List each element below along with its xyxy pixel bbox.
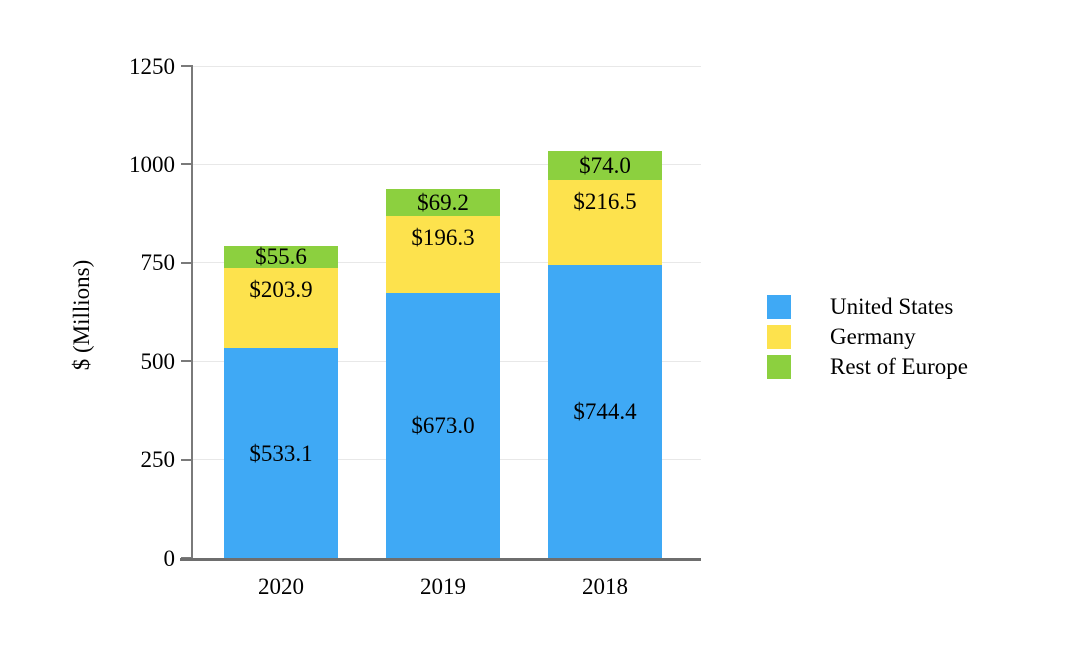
bar-segment-label: $744.4: [573, 398, 637, 424]
legend-label: Germany: [830, 324, 916, 349]
y-tick-mark: [181, 65, 193, 67]
legend-item: Rest of Europe: [767, 355, 968, 379]
bar-segment-label: $55.6: [255, 244, 307, 270]
legend-color-swatch: [767, 295, 791, 319]
bar-segment: $533.1: [224, 348, 338, 558]
y-axis-line: [191, 66, 193, 558]
legend-label: Rest of Europe: [830, 354, 968, 379]
legend-label: United States: [830, 294, 954, 319]
bar-segment: $55.6: [224, 244, 338, 270]
y-tick-mark: [181, 163, 193, 166]
legend-item: Germany: [767, 325, 968, 349]
bar-segment: $74.0: [548, 150, 662, 180]
bar-segment-label: $69.2: [417, 189, 469, 215]
legend: United States Germany Rest of Europe: [767, 295, 968, 379]
legend-color-swatch: [767, 325, 791, 349]
y-tick-mark: [181, 261, 193, 264]
bar-segment-label: $203.9: [249, 276, 313, 302]
y-tick-label: 250: [140, 447, 176, 473]
gridline: [193, 163, 701, 165]
bar-segment: $744.4: [548, 265, 662, 558]
bar-segment-label: $74.0: [579, 152, 631, 178]
y-tick-label: 500: [140, 348, 176, 374]
y-tick-mark: [181, 360, 193, 363]
x-axis-line: [180, 558, 701, 561]
bar-segment: $216.5: [548, 179, 662, 265]
bar-segment: $673.0: [386, 293, 500, 558]
bar-segment-label: $673.0: [411, 413, 475, 439]
bar-segment: $196.3: [386, 215, 500, 294]
gridline: [193, 65, 701, 67]
bar-segment-label: $196.3: [411, 224, 475, 250]
legend-item: United States: [767, 295, 968, 319]
y-tick-label: 0: [163, 545, 176, 571]
y-tick-label: 1250: [129, 53, 175, 79]
x-tick-label: 2018: [582, 574, 628, 599]
x-tick-label: 2020: [258, 574, 304, 599]
bar-segment-label: $216.5: [573, 188, 637, 214]
y-tick-mark: [181, 458, 193, 461]
y-tick-label: 1000: [129, 151, 175, 177]
bar-segment: $203.9: [224, 267, 338, 349]
bar-segment: $69.2: [386, 188, 500, 216]
x-tick-label: 2019: [420, 574, 466, 599]
bar-segment-label: $533.1: [249, 440, 313, 466]
y-tick-label: 750: [140, 250, 176, 276]
legend-color-swatch: [767, 355, 791, 379]
